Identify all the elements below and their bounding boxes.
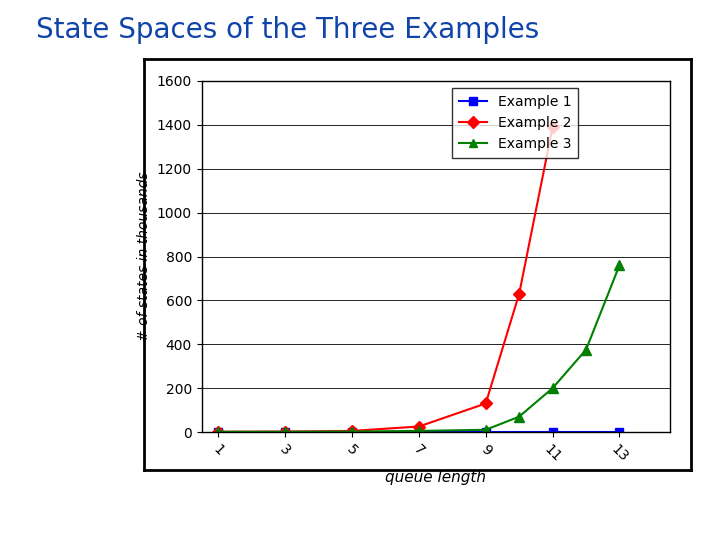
Legend: Example 1, Example 2, Example 3: Example 1, Example 2, Example 3 — [452, 88, 578, 158]
X-axis label: queue length: queue length — [385, 470, 486, 485]
Y-axis label: # of states in thousands: # of states in thousands — [137, 172, 151, 341]
Text: State Spaces of the Three Examples: State Spaces of the Three Examples — [36, 16, 539, 44]
